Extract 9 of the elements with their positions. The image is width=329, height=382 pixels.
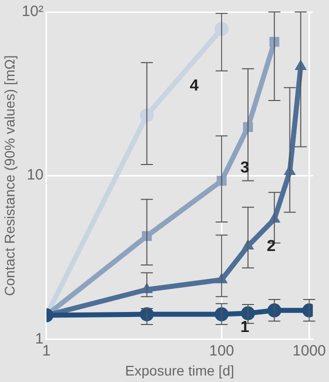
x-tick-label: 1000: [292, 342, 326, 360]
y-axis-title: Contact Resistance (90% values) [mΩ]: [1, 55, 18, 296]
y-tick-label: 10: [26, 166, 44, 184]
series-label: 4: [190, 77, 199, 94]
x-tick-label: 100: [209, 342, 234, 360]
series-label: 1: [240, 319, 250, 336]
y-tick-label: 10²: [22, 3, 44, 20]
y-tick-label: 1: [35, 330, 44, 348]
x-axis-title: Exposure time [d]: [125, 362, 234, 378]
